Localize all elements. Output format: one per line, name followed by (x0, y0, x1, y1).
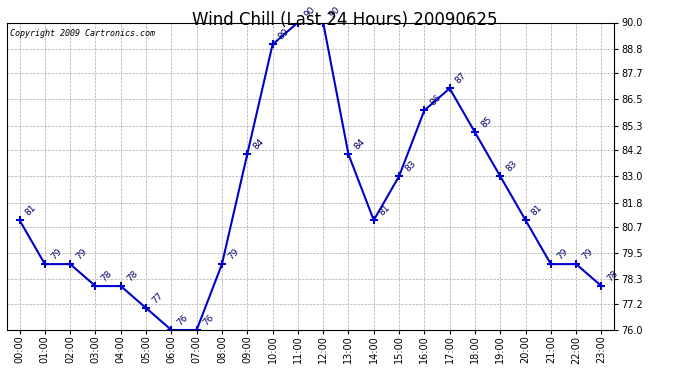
Text: 86: 86 (428, 93, 443, 108)
Text: 90: 90 (302, 5, 317, 20)
Text: 78: 78 (99, 269, 114, 283)
Text: 79: 79 (75, 247, 89, 261)
Text: 77: 77 (150, 291, 165, 305)
Text: 89: 89 (277, 27, 291, 42)
Text: 81: 81 (378, 203, 393, 217)
Text: 78: 78 (606, 269, 620, 283)
Text: Copyright 2009 Cartronics.com: Copyright 2009 Cartronics.com (10, 28, 155, 38)
Text: Wind Chill (Last 24 Hours) 20090625: Wind Chill (Last 24 Hours) 20090625 (193, 11, 497, 29)
Text: 79: 79 (49, 247, 63, 261)
Text: 76: 76 (175, 313, 190, 327)
Text: 81: 81 (530, 203, 544, 217)
Text: 78: 78 (125, 269, 139, 283)
Text: 90: 90 (327, 5, 342, 20)
Text: 79: 79 (580, 247, 595, 261)
Text: 84: 84 (251, 137, 266, 152)
Text: 83: 83 (504, 159, 519, 174)
Text: 87: 87 (454, 71, 469, 86)
Text: 79: 79 (555, 247, 569, 261)
Text: 76: 76 (201, 313, 215, 327)
Text: 79: 79 (226, 247, 241, 261)
Text: 85: 85 (479, 115, 493, 129)
Text: 83: 83 (403, 159, 417, 174)
Text: 81: 81 (23, 203, 38, 217)
Text: 84: 84 (353, 137, 367, 152)
